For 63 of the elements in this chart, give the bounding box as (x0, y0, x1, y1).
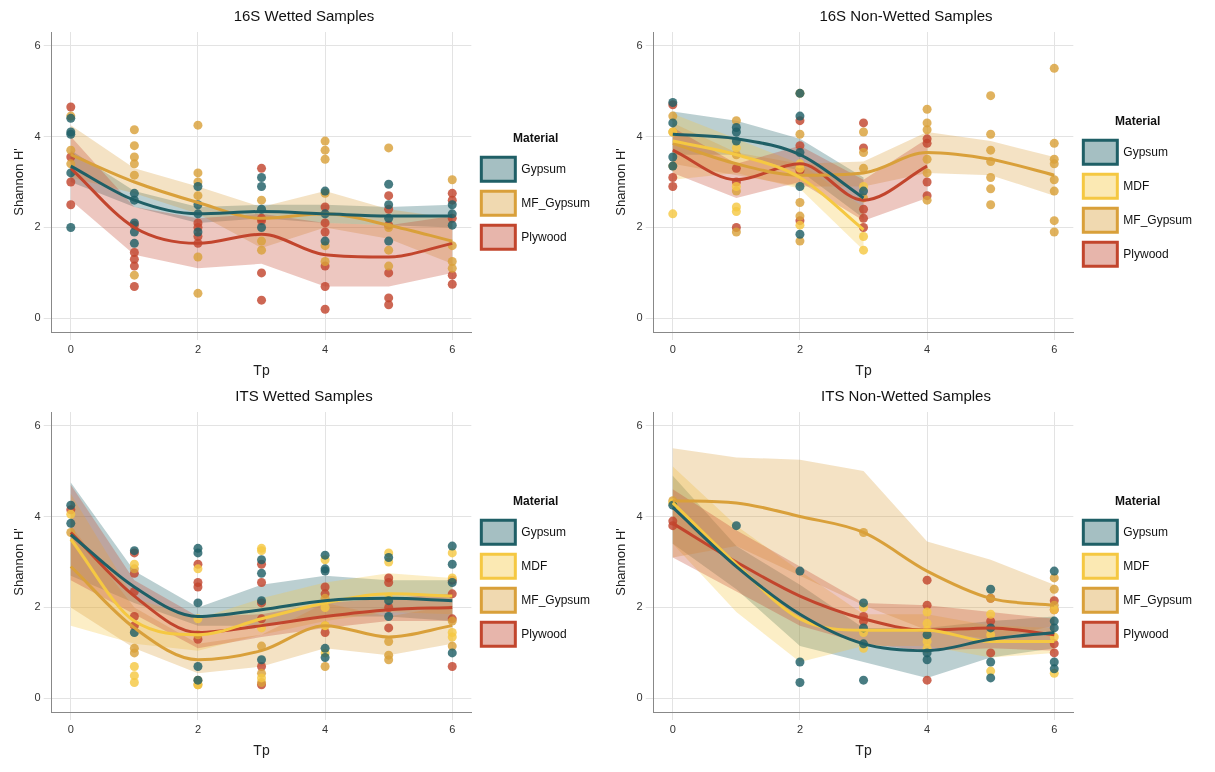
y-tick-label: 0 (34, 691, 41, 704)
y-tick-label: 4 (636, 509, 643, 522)
x-axis-title: Tp (855, 362, 872, 379)
x-axis-title: Tp (855, 742, 872, 759)
legend-label: MF_Gypsum (521, 592, 591, 607)
legend-label: Gypsum (521, 161, 567, 176)
legend-title: Material (512, 494, 559, 509)
y-tick-label: 6 (34, 418, 41, 431)
y-tick-label: 6 (34, 38, 41, 51)
legend-label: Gypsum (1123, 524, 1169, 539)
y-axis-title: Shannon H' (11, 148, 27, 216)
x-tick-label: 2 (194, 342, 202, 355)
legend-title: Material (1114, 494, 1161, 509)
x-tick-label: 0 (67, 342, 74, 355)
y-tick-label: 2 (34, 600, 41, 613)
legend-label: Gypsum (1123, 144, 1169, 159)
x-tick-label: 2 (796, 722, 804, 735)
legend-label: MDF (1123, 178, 1150, 193)
chart-title: 16S Non-Wetted Samples (819, 7, 993, 25)
x-tick-label: 0 (669, 722, 676, 735)
legend-label: Plywood (521, 229, 567, 244)
x-tick-label: 2 (194, 722, 202, 735)
y-axis-title: Shannon H' (11, 528, 27, 596)
x-tick-label: 4 (924, 722, 931, 735)
y-tick-label: 2 (34, 220, 41, 233)
chart-title: ITS Non-Wetted Samples (821, 387, 991, 405)
x-tick-label: 6 (1051, 342, 1058, 355)
y-tick-label: 0 (636, 311, 643, 324)
legend-label: MDF (521, 558, 548, 573)
x-axis-title: Tp (253, 362, 270, 379)
y-tick-label: 6 (636, 418, 643, 431)
legend-title: Material (512, 131, 559, 146)
y-tick-label: 0 (34, 311, 41, 324)
x-tick-label: 0 (669, 342, 676, 355)
x-tick-label: 6 (449, 722, 456, 735)
legend-title: Material (1114, 114, 1161, 129)
chart-title: ITS Wetted Samples (235, 387, 373, 405)
y-tick-label: 4 (34, 129, 41, 142)
y-tick-label: 6 (636, 38, 643, 51)
legend-label: Plywood (1123, 626, 1169, 641)
y-axis-title: Shannon H' (613, 528, 629, 596)
x-axis-title: Tp (253, 742, 270, 759)
legend-label: Plywood (521, 626, 567, 641)
y-axis-title: Shannon H' (613, 148, 629, 216)
x-tick-label: 6 (449, 342, 456, 355)
x-tick-label: 6 (1051, 722, 1058, 735)
legend-label: MF_Gypsum (1123, 592, 1193, 607)
y-tick-label: 0 (636, 691, 643, 704)
x-tick-label: 2 (796, 342, 804, 355)
legend-label: Plywood (1123, 246, 1169, 261)
legend-label: MF_Gypsum (1123, 212, 1193, 227)
x-tick-label: 0 (67, 722, 74, 735)
y-tick-label: 4 (34, 509, 41, 522)
legend-label: MDF (1123, 558, 1150, 573)
y-tick-label: 2 (636, 600, 643, 613)
y-tick-label: 4 (636, 129, 643, 142)
y-tick-label: 2 (636, 220, 643, 233)
x-tick-label: 4 (924, 342, 931, 355)
chart-title: 16S Wetted Samples (233, 7, 375, 25)
legend-label: Gypsum (521, 524, 567, 539)
legend-label: MF_Gypsum (521, 195, 591, 210)
x-tick-label: 4 (322, 342, 329, 355)
x-tick-label: 4 (322, 722, 329, 735)
